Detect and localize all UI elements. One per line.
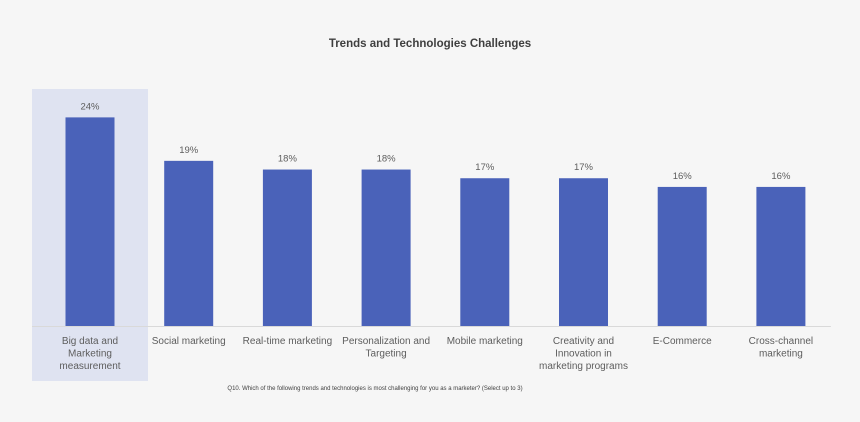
bar-6 <box>657 186 707 326</box>
category-label-5: Creativity and Innovation in marketing pro… <box>539 336 628 372</box>
bar-1 <box>164 160 214 326</box>
bar-5 <box>559 178 608 326</box>
value-label-3: 18% <box>377 154 397 165</box>
value-label-0: 24% <box>80 101 100 112</box>
category-label-line: E-Commerce <box>653 336 712 347</box>
value-label-6: 16% <box>673 171 693 182</box>
chart-title: Trends and Technologies Challenges <box>328 38 532 50</box>
value-label-7: 16% <box>771 171 791 182</box>
category-label-2: Real-time marketing <box>243 336 332 347</box>
bar-3 <box>361 169 411 326</box>
bar-7 <box>756 186 806 326</box>
bar-0 <box>65 117 115 326</box>
category-label-1: Social marketing <box>152 336 226 347</box>
category-label-line: Creativity and <box>553 336 614 347</box>
category-label-6: E-Commerce <box>653 336 712 347</box>
category-label-line: Targeting <box>366 349 407 360</box>
category-label-4: Mobile marketing <box>447 336 523 347</box>
category-label-0: Big data and Marketing measurement <box>59 336 120 372</box>
category-label-line: Big data and <box>62 336 118 347</box>
category-label-line: marketing <box>759 349 803 360</box>
category-label-line: marketing programs <box>539 361 628 372</box>
category-label-line: Mobile marketing <box>447 336 523 347</box>
bar-2 <box>262 169 312 326</box>
category-label-7: Cross-channel marketing <box>749 336 813 360</box>
category-label-line: measurement <box>59 361 120 372</box>
survey-footnote: Q10. Which of the following trends and t… <box>227 386 523 392</box>
category-label-line: Innovation in <box>555 349 612 360</box>
value-label-2: 18% <box>278 154 298 165</box>
category-label-line: Real-time marketing <box>243 336 332 347</box>
category-label-line: Social marketing <box>152 336 226 347</box>
value-label-5: 17% <box>574 162 594 173</box>
category-label-line: Cross-channel <box>749 336 813 347</box>
value-label-1: 19% <box>179 145 199 156</box>
category-label-line: Marketing <box>68 349 112 360</box>
bar-4 <box>460 178 510 326</box>
value-label-4: 17% <box>475 162 495 173</box>
category-label-line: Personalization and <box>342 336 430 347</box>
category-label-3: Personalization and Targeting <box>342 336 430 360</box>
